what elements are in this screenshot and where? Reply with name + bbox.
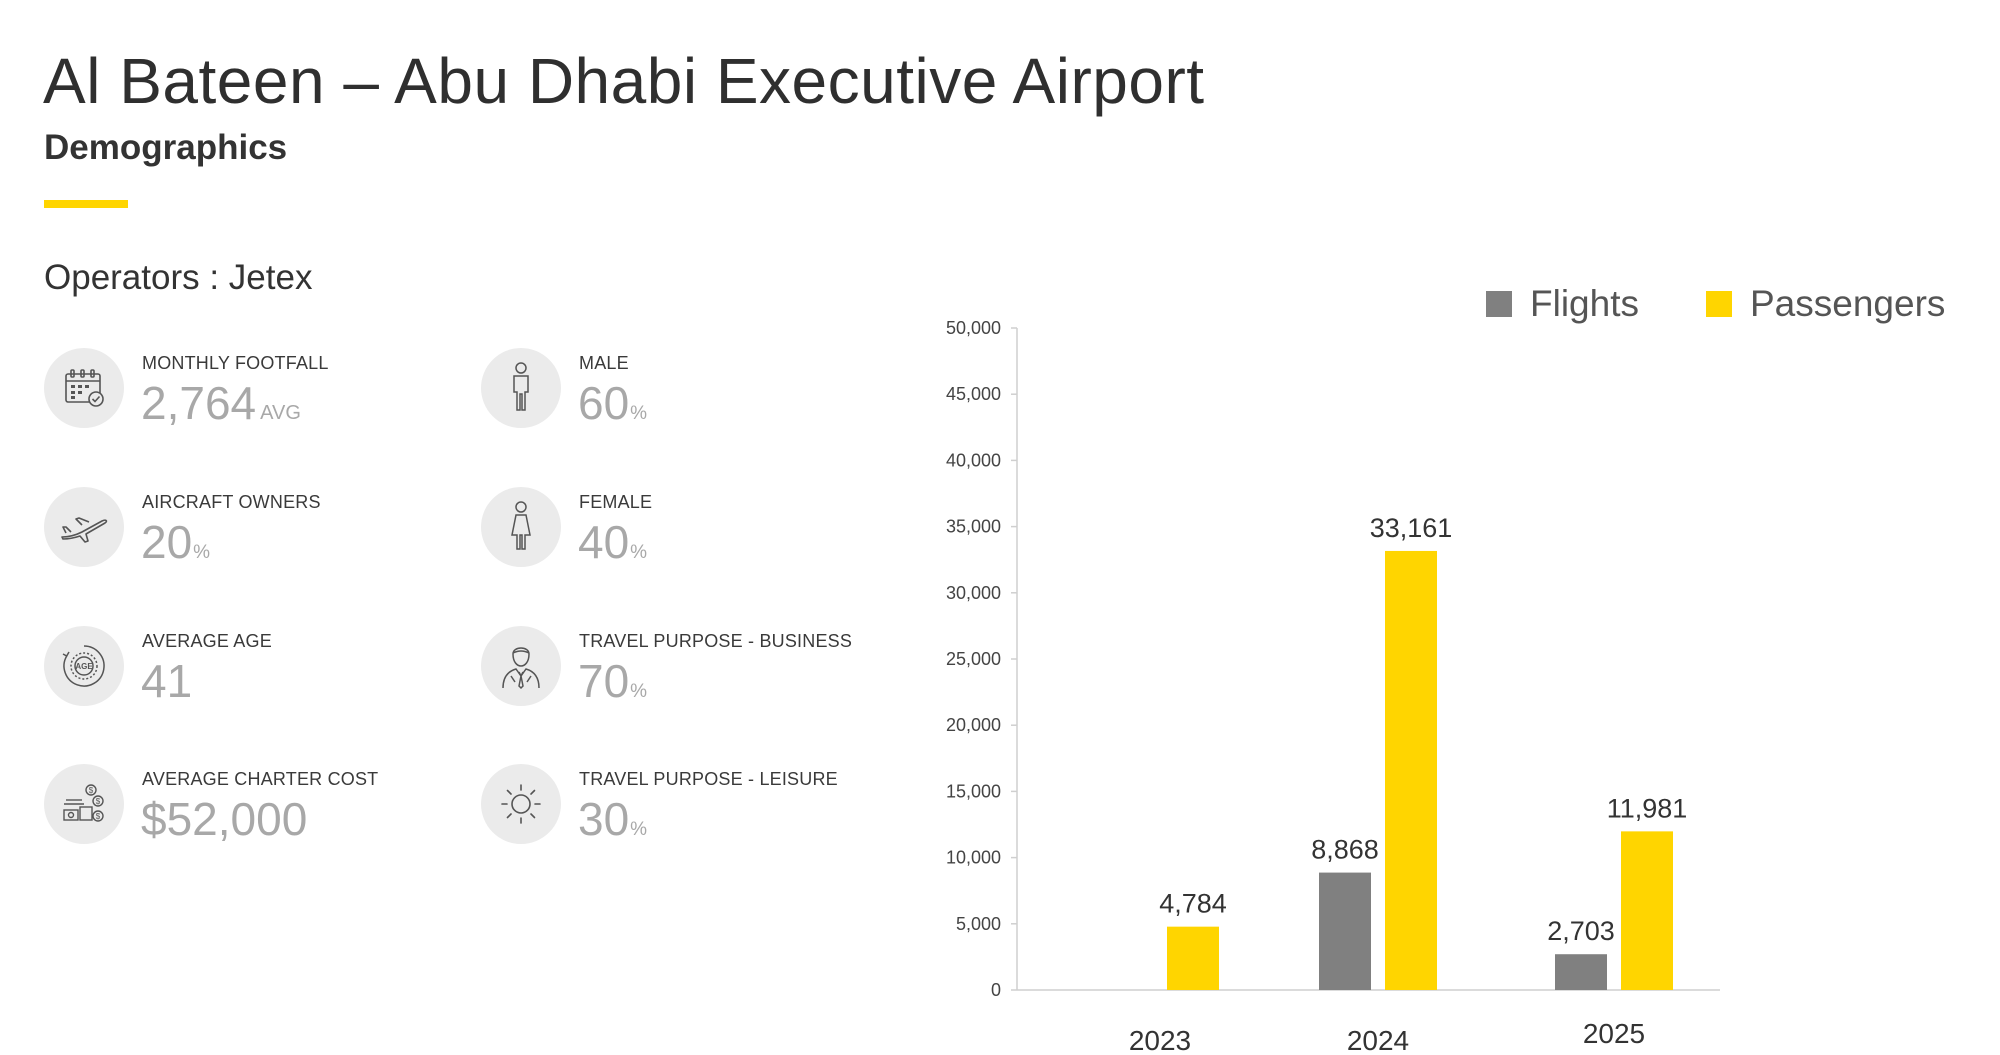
y-tick-label: 40,000 [946, 450, 1001, 470]
y-tick-label: 15,000 [946, 781, 1001, 801]
stat-value: 70% [578, 655, 648, 707]
stat-value: 30% [578, 793, 648, 845]
stat-label: TRAVEL PURPOSE - BUSINESS [579, 631, 853, 651]
stat-label: TRAVEL PURPOSE - LEISURE [579, 769, 838, 789]
money-icon: $ $ $ [44, 764, 124, 844]
x-tick-label: 2024 [1347, 1025, 1409, 1055]
y-tick-label: 45,000 [946, 384, 1001, 404]
x-tick-label: 2023 [1129, 1025, 1191, 1055]
y-tick-label: 30,000 [946, 583, 1001, 603]
stat-female: FEMALE 40% [481, 487, 901, 577]
stat-value: 40% [578, 516, 648, 568]
stat-label: MONTHLY FOOTFALL [142, 353, 329, 373]
y-tick-label: 5,000 [956, 914, 1001, 934]
bar-passengers-2023 [1167, 926, 1219, 990]
legend-swatch-flights [1486, 291, 1512, 317]
stat-male: MALE 60% [481, 348, 901, 438]
page-title: Al Bateen – Abu Dhabi Executive Airport [43, 45, 1205, 117]
stat-aircraft-owners: AIRCRAFT OWNERS 20% [44, 487, 464, 577]
legend-label-flights: Flights [1530, 283, 1639, 324]
svg-text:$: $ [89, 786, 94, 795]
legend-passengers: Passengers [1706, 282, 1945, 326]
x-tick-label: 2025Q1 [1583, 1018, 1645, 1055]
legend-flights: Flights [1486, 282, 1639, 326]
y-tick-label: 50,000 [946, 318, 1001, 338]
stat-travel-business: TRAVEL PURPOSE - BUSINESS 70% [481, 626, 901, 716]
legend-swatch-passengers [1706, 291, 1732, 317]
stat-label: AVERAGE AGE [142, 631, 272, 651]
stat-unit: % [193, 542, 211, 563]
stat-monthly-footfall: MONTHLY FOOTFALL 2,764 AVG [44, 348, 464, 438]
y-tick-label: 0 [991, 980, 1001, 1000]
stat-unit: % [630, 403, 648, 424]
svg-text:$: $ [96, 812, 101, 821]
y-tick-label: 20,000 [946, 715, 1001, 735]
calendar-icon [44, 348, 124, 428]
stat-travel-leisure: TRAVEL PURPOSE - LEISURE 30% [481, 764, 901, 854]
data-label: 2,703 [1547, 916, 1615, 946]
stat-value: $52,000 [141, 793, 308, 845]
airplane-icon [44, 487, 124, 567]
stat-unit: AVG [260, 402, 301, 424]
operators-label: Operators : Jetex [44, 258, 313, 297]
stat-value: 60% [578, 377, 648, 429]
data-label: 33,161 [1370, 513, 1453, 543]
stat-value: 41 [141, 655, 193, 707]
stat-unit: % [630, 542, 648, 563]
stat-average-charter-cost: $ $ $ AVERAGE CHARTER COST $52,000 [44, 764, 464, 854]
accent-bar [44, 200, 128, 208]
stat-unit: % [630, 819, 648, 840]
female-icon [481, 487, 561, 567]
page-subtitle: Demographics [44, 128, 288, 167]
age-icon: AGE [44, 626, 124, 706]
male-icon [481, 348, 561, 428]
sun-icon [481, 764, 561, 844]
bar-flights-2024 [1319, 872, 1371, 990]
legend-label-passengers: Passengers [1750, 283, 1946, 324]
svg-text:$: $ [96, 797, 101, 806]
bar-passengers-2024 [1385, 550, 1437, 990]
stat-unit: % [630, 681, 648, 702]
stat-average-age: AGE AVERAGE AGE 41 [44, 626, 464, 716]
data-label: 8,868 [1311, 835, 1379, 865]
svg-text:AGE: AGE [75, 662, 93, 671]
stat-value: 20% [141, 516, 211, 568]
bar-passengers-2025-q1 [1621, 831, 1673, 990]
businessman-icon [481, 626, 561, 706]
data-label: 4,784 [1159, 889, 1227, 919]
data-label: 11,981 [1607, 793, 1688, 823]
y-tick-label: 10,000 [946, 848, 1001, 868]
stat-label: MALE [579, 353, 629, 373]
stat-value: 2,764 AVG [141, 377, 301, 429]
bar-flights-2025-q1 [1555, 954, 1607, 990]
y-tick-label: 25,000 [946, 649, 1001, 669]
y-tick-label: 35,000 [946, 517, 1001, 537]
stat-label: AVERAGE CHARTER COST [142, 769, 379, 789]
stat-label: FEMALE [579, 492, 653, 512]
stat-label: AIRCRAFT OWNERS [142, 492, 321, 512]
